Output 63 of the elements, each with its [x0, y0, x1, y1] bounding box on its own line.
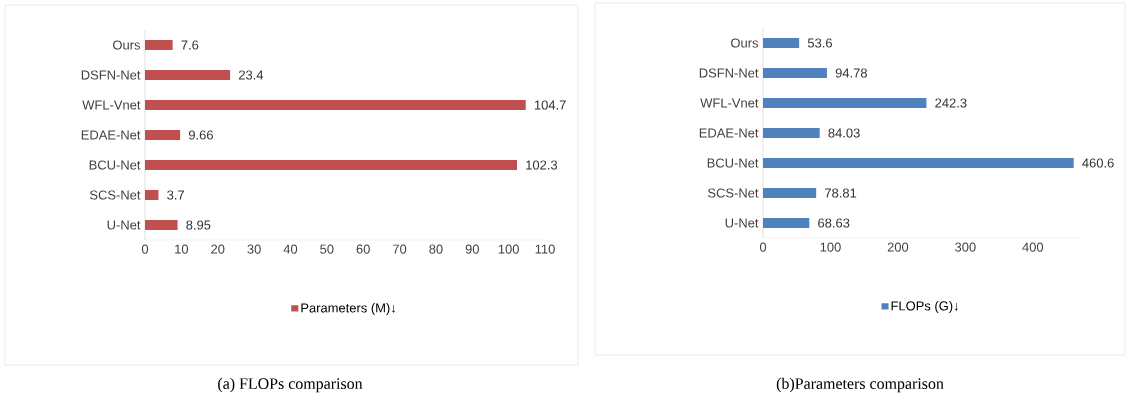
legend-label: FLOPs (G)↓	[891, 300, 958, 314]
data-label: 53.6	[807, 38, 833, 48]
bar	[763, 128, 820, 138]
data-label: 8.95	[186, 220, 211, 230]
x-tick-label: 40	[283, 244, 298, 254]
x-tick-label: 10	[175, 244, 189, 254]
y-tick-label: WFL-Vnet	[700, 98, 759, 108]
data-label: 242.3	[935, 98, 967, 108]
y-tick-label: WFL-Vnet	[82, 100, 141, 110]
bar	[763, 98, 927, 108]
bar	[145, 190, 159, 200]
bar	[145, 130, 181, 140]
data-label: 78.81	[825, 188, 857, 198]
y-tick-label: U-Net	[107, 220, 141, 230]
bar	[145, 100, 526, 110]
bar	[145, 220, 178, 230]
data-label: 84.03	[828, 128, 860, 138]
bar	[145, 160, 518, 170]
data-label: 104.7	[534, 100, 566, 110]
x-tick-label: 0	[759, 242, 767, 252]
data-label: 460.6	[1082, 158, 1114, 168]
x-tick-label: 90	[465, 244, 479, 254]
y-tick-label: EDAE-Net	[699, 128, 759, 138]
x-tick-label: 100	[820, 242, 841, 252]
y-tick-label: U-Net	[725, 218, 759, 228]
text: (a) FLOPs comparison	[218, 377, 363, 393]
bar	[763, 188, 817, 198]
x-tick-label: 0	[141, 244, 149, 254]
data-label: 102.3	[526, 160, 558, 170]
y-tick-label: BCU-Net	[707, 158, 759, 168]
x-tick-label: 80	[429, 244, 443, 254]
text: (b)Parameters comparison	[776, 377, 944, 393]
x-tick-label: 20	[211, 244, 225, 254]
y-tick-label: SCS-Net	[707, 188, 759, 198]
y-tick-label: SCS-Net	[89, 190, 141, 200]
y-tick-label: BCU-Net	[89, 160, 141, 170]
x-tick-label: 70	[393, 244, 407, 254]
x-tick-label: 110	[535, 244, 555, 254]
x-tick-label: 200	[887, 242, 909, 252]
data-label: 9.66	[188, 130, 213, 140]
data-label: 94.78	[835, 68, 867, 78]
y-tick-label: Ours	[113, 40, 141, 50]
data-label: 23.4	[238, 70, 264, 80]
bar	[763, 218, 810, 228]
bar	[763, 158, 1074, 168]
x-tick-label: 50	[320, 244, 334, 254]
y-tick-label: EDAE-Net	[81, 130, 141, 140]
data-label: 3.7	[167, 190, 185, 200]
data-label: 68.63	[818, 218, 850, 228]
y-tick-label: DSFN-Net	[699, 68, 759, 78]
bar	[145, 40, 173, 50]
legend-label: Parameters (M)↓	[301, 302, 396, 316]
x-tick-label: 30	[247, 244, 261, 254]
data-label: 7.6	[181, 40, 199, 50]
y-tick-label: Ours	[731, 38, 759, 48]
bar	[763, 68, 827, 78]
x-tick-label: 100	[498, 244, 519, 254]
x-tick-label: 300	[955, 242, 976, 252]
x-tick-label: 60	[356, 244, 370, 254]
bar	[145, 70, 231, 80]
y-tick-label: DSFN-Net	[81, 70, 141, 80]
x-tick-label: 400	[1022, 242, 1044, 252]
bar	[763, 38, 800, 48]
